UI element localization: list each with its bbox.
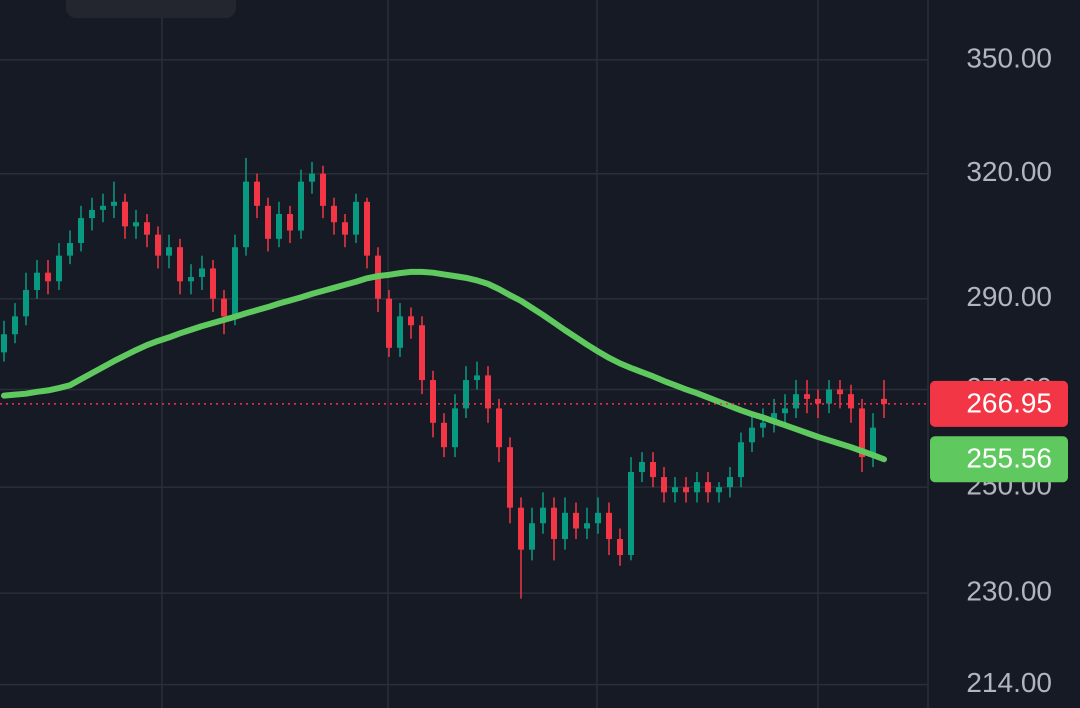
candle-body xyxy=(507,447,513,508)
candle-body xyxy=(870,427,876,458)
candle-body xyxy=(826,389,832,404)
candle-body xyxy=(221,298,227,317)
candle-body xyxy=(694,482,700,493)
candle-body xyxy=(771,413,777,423)
candle-body xyxy=(848,394,854,409)
candle-body xyxy=(1,334,7,353)
y-tick-label: 230.00 xyxy=(966,575,1052,606)
candle-body xyxy=(672,487,678,493)
candle-body xyxy=(551,507,557,540)
candle-body xyxy=(606,512,612,540)
candle-body xyxy=(210,268,216,299)
moving-average-line xyxy=(1,268,887,463)
candle-body xyxy=(518,507,524,550)
candle-body xyxy=(419,325,425,381)
candle-body xyxy=(78,218,84,244)
candle-body xyxy=(331,205,337,223)
candle-body xyxy=(243,181,249,248)
candle-body xyxy=(540,507,546,524)
candle-body xyxy=(386,298,392,348)
candle-body xyxy=(188,276,194,282)
y-tick-label: 320.00 xyxy=(966,156,1052,187)
candle-body xyxy=(342,222,348,235)
y-tick-label: 350.00 xyxy=(966,42,1052,73)
candle-body xyxy=(705,482,711,493)
candle-body xyxy=(452,408,458,448)
candle-body xyxy=(67,243,73,256)
candle-body xyxy=(232,247,238,317)
candle-body xyxy=(749,427,755,443)
last-price-text: 266.95 xyxy=(966,387,1052,418)
ma-price-box xyxy=(930,436,1068,483)
candle-body xyxy=(683,487,689,493)
candle-body xyxy=(837,389,843,395)
candle-body xyxy=(199,268,205,277)
candle-body xyxy=(529,523,535,550)
candle-body xyxy=(815,398,821,404)
candle-body xyxy=(23,289,29,317)
candle-body xyxy=(804,394,810,399)
candle-body xyxy=(474,375,480,381)
candle-body xyxy=(89,209,95,219)
candle-body xyxy=(859,408,865,458)
candle-body xyxy=(408,316,414,326)
candle-body xyxy=(166,247,172,256)
candle-body xyxy=(716,487,722,493)
candle-body xyxy=(782,408,788,414)
candle-body xyxy=(628,472,634,556)
candle-body xyxy=(562,512,568,540)
candle-body xyxy=(584,523,590,529)
candle-body xyxy=(177,247,183,282)
candle-body xyxy=(133,222,139,227)
candle-body xyxy=(639,462,645,473)
candle-body xyxy=(397,316,403,348)
candle-body xyxy=(364,201,370,256)
ma-price-text: 255.56 xyxy=(966,443,1052,474)
candle-body xyxy=(353,201,359,235)
candle-body xyxy=(287,214,293,231)
y-tick-label: 290.00 xyxy=(966,281,1052,312)
candle-body xyxy=(793,394,799,409)
candle-body xyxy=(430,380,436,423)
candle-body xyxy=(100,205,106,210)
candle-body xyxy=(265,205,271,239)
candle-body xyxy=(661,477,667,493)
candle-body xyxy=(738,442,744,478)
candle-body xyxy=(595,512,601,524)
y-tick-label: 214.00 xyxy=(966,667,1052,698)
candle-body xyxy=(485,375,491,409)
candle-body xyxy=(617,539,623,556)
candle-body xyxy=(573,512,579,529)
candle-body xyxy=(45,272,51,282)
candle-body xyxy=(155,234,161,256)
candle-body xyxy=(111,201,117,206)
toolbar-panel[interactable] xyxy=(66,0,236,18)
candle-body xyxy=(881,398,887,404)
last-price-box xyxy=(930,380,1068,427)
candle-body xyxy=(760,422,766,428)
candle-body xyxy=(122,201,128,227)
candle-body xyxy=(727,477,733,488)
candle-body xyxy=(144,222,150,235)
candle-body xyxy=(441,422,447,448)
candle-body xyxy=(650,462,656,478)
candle-body xyxy=(12,316,18,335)
candle-body xyxy=(320,173,326,206)
candle-body xyxy=(463,380,469,409)
candle-body xyxy=(309,173,315,182)
candle-body xyxy=(254,181,260,206)
candle-body xyxy=(276,214,282,239)
candle-body xyxy=(298,181,304,231)
candle-body xyxy=(496,408,502,448)
candle-body xyxy=(56,255,62,282)
candle-body xyxy=(34,272,40,290)
